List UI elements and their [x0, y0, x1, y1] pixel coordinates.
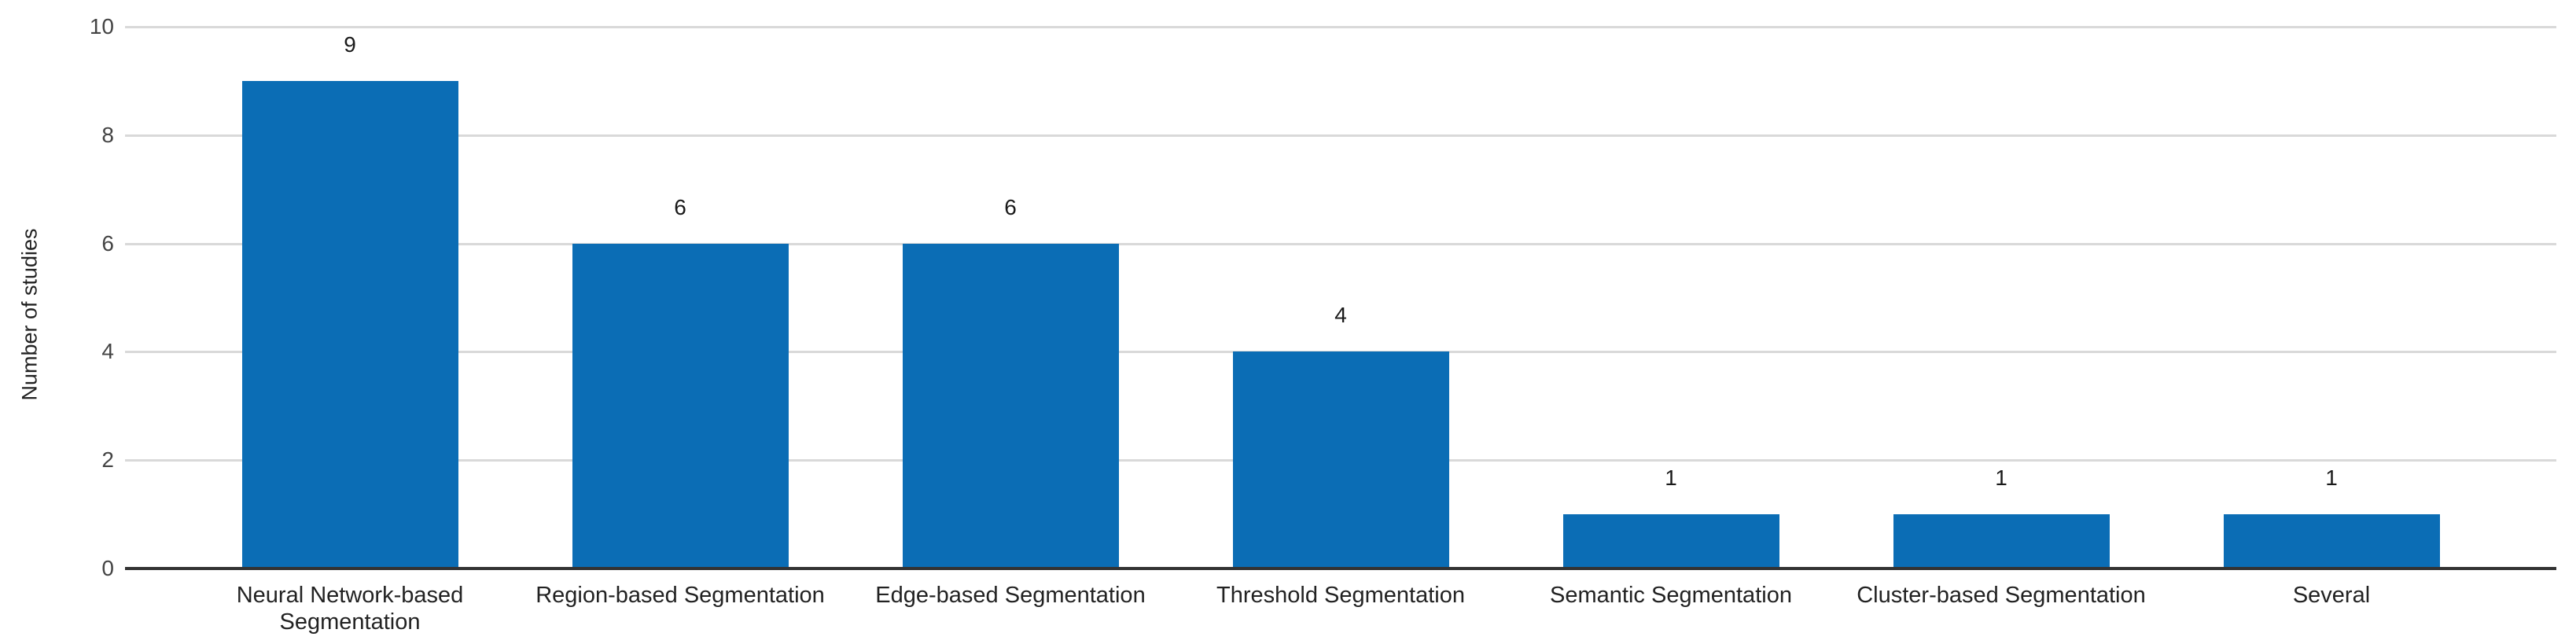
y-tick-label: 2 [101, 447, 114, 473]
x-category-label: Edge-based Segmentation [875, 583, 1146, 608]
x-category-label: Cluster-based Segmentation [1857, 583, 2146, 608]
bar[interactable] [902, 243, 1119, 569]
bar-value-label: 1 [2325, 466, 2338, 491]
y-tick-label: 0 [101, 556, 114, 580]
y-tick-label: 8 [101, 122, 114, 147]
y-tick-label: 4 [101, 339, 114, 364]
x-axis-line [125, 567, 2556, 570]
gridline [125, 26, 2556, 28]
bar-value-label: 9 [344, 31, 356, 57]
bar[interactable] [1893, 514, 2110, 569]
y-tick-label: 10 [89, 14, 114, 39]
y-tick-label: 6 [101, 230, 114, 256]
bar-value-label: 1 [1665, 466, 1677, 491]
bar[interactable] [1232, 351, 1449, 569]
x-category-label: Several [2292, 583, 2371, 608]
bar-value-label: 1 [1995, 466, 2007, 491]
x-category-label: Semantic Segmentation [1550, 583, 1792, 608]
gridline [125, 134, 2556, 137]
bar[interactable] [2223, 514, 2440, 569]
x-category-label: Region-based Segmentation [535, 583, 825, 608]
gridline [125, 242, 2556, 245]
x-category-label: Threshold Segmentation [1216, 583, 1465, 608]
bar-value-label: 4 [1334, 303, 1347, 328]
bar-value-label: 6 [674, 194, 686, 219]
bar[interactable] [572, 243, 789, 569]
bar[interactable] [241, 80, 458, 569]
bar-value-label: 6 [1004, 194, 1017, 219]
bar[interactable] [1562, 514, 1779, 569]
x-category-label: Neural Network-based Segmentation [236, 583, 464, 635]
